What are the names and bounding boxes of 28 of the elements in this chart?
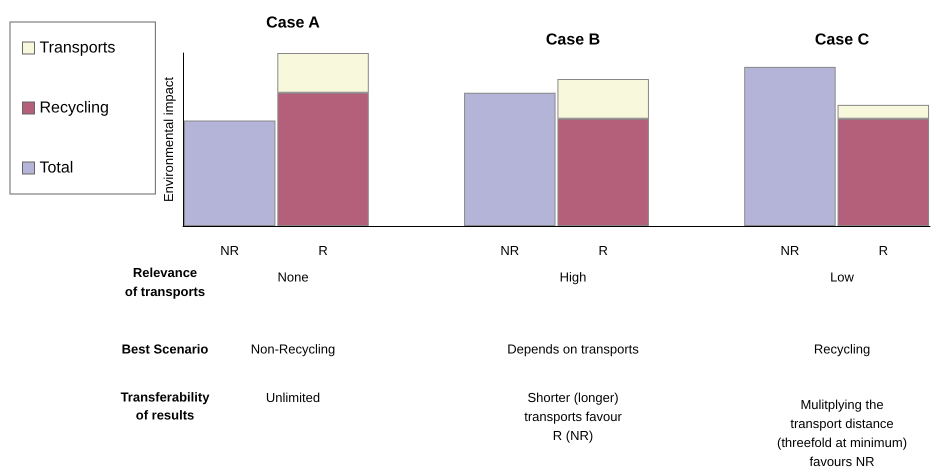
- text: None: [277, 270, 309, 284]
- text: Recycling: [814, 342, 870, 356]
- legend-label: Recycling: [40, 100, 109, 116]
- text: Case B: [546, 32, 600, 48]
- text: Transferability of results: [120, 390, 210, 422]
- text: Depends on transports: [507, 342, 640, 356]
- text: Case C: [814, 32, 870, 48]
- text: Unlimited: [266, 390, 320, 405]
- text: Shorter (longer) transports favour R (NR): [524, 390, 622, 443]
- text: Non-Recycling: [250, 342, 336, 356]
- legend-label: Total: [40, 160, 74, 176]
- text: High: [560, 270, 586, 284]
- x-tick-label: NR: [500, 243, 520, 258]
- text: Mulitplying the transport distance (threefold at minimum) favours NR: [776, 397, 908, 469]
- bar: [464, 92, 556, 226]
- x-tick-label: R: [878, 243, 888, 258]
- y-axis-title: Environmental impact: [161, 76, 176, 202]
- bar: [184, 120, 276, 226]
- legend-label: Transports: [40, 40, 116, 56]
- text: Case A: [266, 14, 320, 32]
- text: Relevance of transports: [124, 265, 206, 299]
- x-tick-label: NR: [220, 243, 240, 258]
- x-tick-label: R: [598, 243, 608, 258]
- bar: [744, 66, 836, 226]
- x-tick-label: NR: [780, 243, 800, 258]
- x-tick-label: R: [318, 243, 328, 258]
- text: Low: [830, 270, 855, 284]
- text: Best Scenario: [122, 342, 208, 356]
